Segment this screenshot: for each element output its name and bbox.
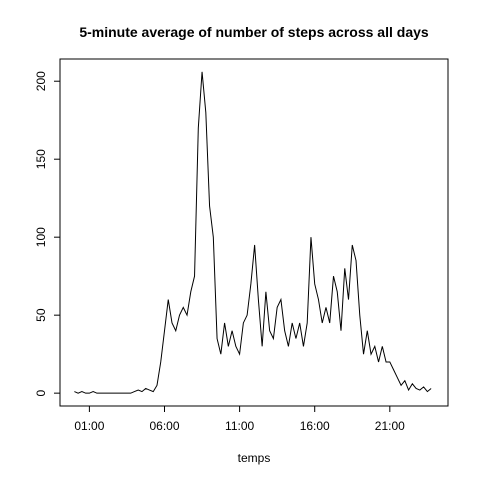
x-tick-label: 01:00 [74,419,104,433]
x-tick-label: 16:00 [300,419,330,433]
plot-frame [59,58,449,407]
y-tick-label: 100 [34,227,48,247]
x-tick-label: 11:00 [225,419,254,433]
y-tick-label: 50 [34,308,48,322]
x-tick-label: 06:00 [149,419,179,433]
x-axis-label: temps [238,451,271,465]
y-tick-label: 0 [34,389,48,396]
y-tick-label: 200 [34,71,48,91]
chart-title: 5-minute average of number of steps acro… [79,24,429,40]
x-tick-label: 21:00 [375,419,405,433]
y-tick-label: 150 [34,149,48,169]
data-line [74,71,432,394]
